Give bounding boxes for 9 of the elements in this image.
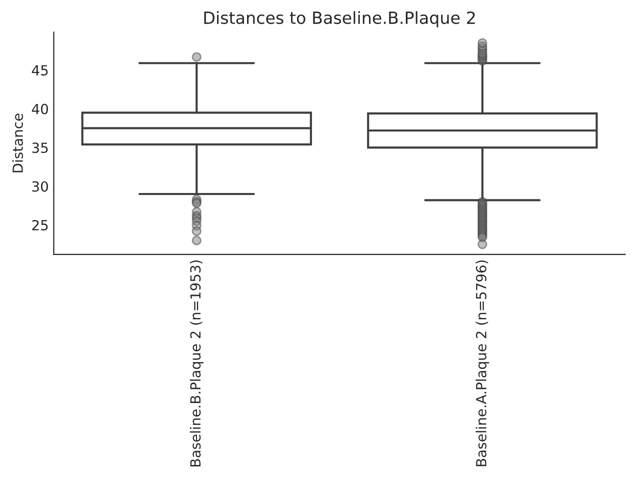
y-tick-label: 35 <box>32 142 48 154</box>
y-tick-label: 30 <box>32 181 48 192</box>
x-tick-label: Baseline.A.Plaque 2 (n=5796) <box>476 260 490 466</box>
y-tick-label: 45 <box>32 65 48 76</box>
chart-title: Distances to Baseline.B.Plaque 2 <box>204 11 475 28</box>
y-axis-title: Distance <box>12 114 23 172</box>
y-tick-label: 25 <box>32 220 48 230</box>
y-tick-label: 40 <box>32 104 48 114</box>
x-tick-label: Baseline.B.Plaque 2 (n=1953) <box>190 260 204 466</box>
